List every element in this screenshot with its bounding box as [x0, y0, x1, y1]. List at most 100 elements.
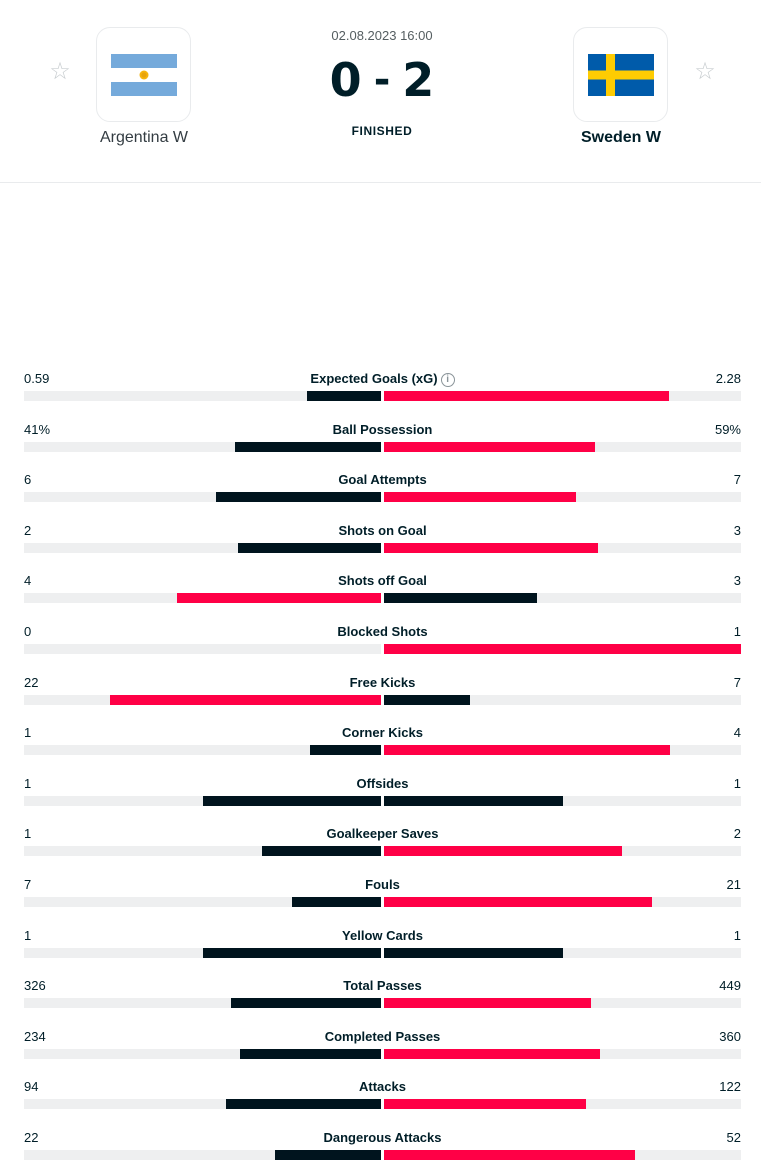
- home-bar-fill: [234, 441, 381, 452]
- stat-home-value: 1: [24, 725, 32, 741]
- home-bar-track: [24, 947, 381, 958]
- home-bar-fill: [309, 745, 381, 756]
- stat-row: 22 Dangerous Attacks 52: [24, 1127, 741, 1173]
- stat-category: Fouls: [24, 874, 741, 896]
- away-bar-track: [384, 1099, 741, 1110]
- stat-row: 94 Attacks 122: [24, 1076, 741, 1127]
- home-bar-track: [24, 694, 381, 705]
- stat-row: 7 Fouls 21: [24, 874, 741, 925]
- stat-category-label: Completed Passes: [324, 1028, 441, 1044]
- home-team-name[interactable]: Argentina W: [99, 129, 189, 146]
- match-statistics: 0.59 Expected Goals (xG) i 2.28 41% Ball Poss…: [24, 368, 741, 1173]
- stat-bars: [24, 795, 741, 806]
- stat-bars: [24, 542, 741, 553]
- stat-category-label: Goal Attempts: [338, 472, 427, 488]
- stat-header: 4 Shots off Goal 3: [24, 570, 741, 592]
- stat-row: 4 Shots off Goal 3: [24, 570, 741, 621]
- stat-home-value: 0.59: [24, 371, 50, 386]
- stat-bars: [24, 391, 741, 401]
- away-bar-fill: [384, 441, 595, 452]
- stat-bars: [24, 1048, 741, 1059]
- away-bar-fill: [384, 846, 623, 857]
- stat-away-value: 52: [726, 1129, 741, 1145]
- home-bar-track: [24, 643, 381, 654]
- away-team-name[interactable]: Sweden W: [580, 129, 661, 146]
- stat-header: 1 Yellow Cards 1: [24, 925, 741, 947]
- away-bar-track: [384, 998, 741, 1009]
- away-bar-track: [384, 694, 741, 705]
- away-bar-track: [384, 391, 741, 401]
- stat-bars: [24, 998, 741, 1009]
- away-score: 2: [402, 53, 435, 107]
- home-bar-fill: [240, 1048, 381, 1059]
- stat-category: Corner Kicks: [24, 722, 741, 744]
- home-bar-fill: [230, 998, 381, 1009]
- stat-category-label: Total Passes: [343, 978, 422, 994]
- home-bar-fill: [216, 492, 381, 503]
- home-bar-track: [24, 542, 381, 553]
- stat-row: 6 Goal Attempts 7: [24, 469, 741, 520]
- away-bar-fill: [384, 1149, 635, 1160]
- home-bar-track: [24, 441, 381, 452]
- stat-bars: [24, 643, 741, 654]
- home-bar-fill: [307, 391, 381, 401]
- stat-away-value: 1: [733, 623, 741, 639]
- stat-header: 1 Goalkeeper Saves 2: [24, 823, 741, 845]
- away-bar-fill: [384, 998, 591, 1009]
- home-bar-track: [24, 846, 381, 857]
- home-team-logo[interactable]: [96, 27, 191, 122]
- away-bar-fill: [384, 1048, 601, 1059]
- away-bar-track: [384, 643, 741, 654]
- home-bar-track: [24, 1048, 381, 1059]
- away-bar-fill: [384, 1099, 586, 1110]
- stat-bars: [24, 896, 741, 907]
- stat-home-value: 22: [24, 1129, 39, 1145]
- home-bar-track: [24, 745, 381, 756]
- stat-away-value: 360: [719, 1028, 741, 1044]
- favorite-home-star-icon[interactable]: ☆: [49, 58, 71, 85]
- home-bar-track: [24, 795, 381, 806]
- away-bar-track: [384, 846, 741, 857]
- stat-header: 1 Corner Kicks 4: [24, 722, 741, 744]
- stat-category: Shots on Goal: [24, 520, 741, 542]
- stat-bars: [24, 593, 741, 604]
- favorite-away-star-icon[interactable]: ☆: [694, 58, 716, 85]
- stat-away-value: 7: [733, 472, 741, 488]
- stat-category: Yellow Cards: [24, 925, 741, 947]
- stat-away-value: 4: [733, 725, 741, 741]
- stat-category: Offsides: [24, 773, 741, 795]
- stat-bars: [24, 947, 741, 958]
- home-score: 0: [329, 53, 362, 107]
- home-bar-fill: [238, 542, 381, 553]
- stat-category: Blocked Shots: [24, 621, 741, 643]
- away-bar-track: [384, 795, 741, 806]
- stat-home-value: 1: [24, 775, 32, 791]
- away-team-logo[interactable]: [573, 27, 668, 122]
- stat-header: 234 Completed Passes 360: [24, 1026, 741, 1048]
- stat-category: Total Passes: [24, 975, 741, 997]
- away-bar-track: [384, 542, 741, 553]
- stat-header: 94 Attacks 122: [24, 1076, 741, 1098]
- away-bar-fill: [384, 643, 741, 654]
- info-icon[interactable]: i: [440, 373, 455, 387]
- stat-header: 0 Blocked Shots 1: [24, 621, 741, 643]
- stat-category-label: Shots on Goal: [338, 522, 427, 538]
- stat-home-value: 0: [24, 623, 32, 639]
- stat-row: 1 Corner Kicks 4: [24, 722, 741, 773]
- stat-category-label: Blocked Shots: [337, 623, 428, 639]
- stat-category: Goal Attempts: [24, 469, 741, 491]
- stat-row: 1 Offsides 1: [24, 773, 741, 824]
- home-bar-fill: [177, 593, 381, 604]
- away-bar-track: [384, 745, 741, 756]
- stat-category: Completed Passes: [24, 1026, 741, 1048]
- stat-row: 326 Total Passes 449: [24, 975, 741, 1026]
- away-bar-fill: [384, 542, 599, 553]
- stat-home-value: 22: [24, 674, 39, 690]
- stat-home-value: 94: [24, 1079, 39, 1095]
- stat-home-value: 2: [24, 522, 32, 538]
- stat-bars: [24, 745, 741, 756]
- away-bar-fill: [384, 391, 669, 401]
- stat-category-label: Ball Possession: [332, 421, 433, 437]
- stat-bars: [24, 694, 741, 705]
- score-separator: -: [373, 57, 391, 103]
